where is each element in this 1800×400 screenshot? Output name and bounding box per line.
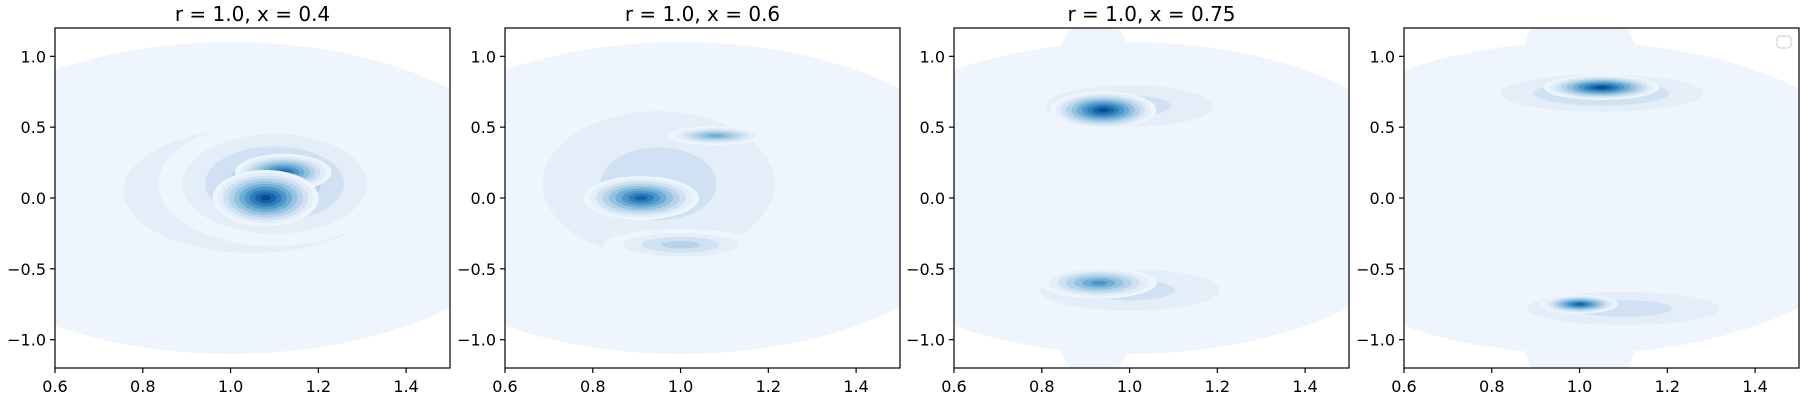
- x-tick-label: 1.2: [1655, 377, 1680, 396]
- y-tick-label: 0.0: [920, 189, 945, 208]
- contour-level-10: [1097, 108, 1109, 113]
- legend-box: [1776, 35, 1792, 49]
- x-tick-label: 1.0: [1117, 377, 1142, 396]
- density-peak: [1502, 28, 1657, 368]
- y-tick-label: 0.0: [1370, 189, 1395, 208]
- subplot-1: 0.6 0.8 1.0 1.2 1.4 1.0 0.5 0.0 −0.5 −1.0 r = 1.0,…: [7, 2, 451, 396]
- subplot-title: r = 1.0, x = 0.75: [1067, 2, 1235, 26]
- contour-level-9: [1575, 302, 1584, 306]
- y-tick-label: 1.0: [471, 47, 496, 66]
- x-tick-label: 1.0: [218, 377, 243, 396]
- y-tick-label: 0.0: [21, 189, 46, 208]
- y-tick-label: −1.0: [7, 331, 46, 350]
- contour-level-9: [634, 195, 648, 201]
- y-tick-label: 0.5: [920, 118, 945, 137]
- y-tick-label: 0.5: [1370, 118, 1395, 137]
- contour-level-10: [1595, 86, 1608, 89]
- subplot-2: 0.6 0.8 1.0 1.2 1.4 1.0 0.5 0.0 −0.5 −1.0 r = 1.0,…: [457, 2, 901, 396]
- y-tick-label: −0.5: [7, 260, 46, 279]
- x-tick-label: 0.6: [492, 377, 517, 396]
- subplot-4: 0.6 0.8 1.0 1.2 1.4 1.0 0.5 0.0 −0.5 −1.0: [1356, 27, 1800, 396]
- density-peak: [1540, 294, 1619, 314]
- y-tick-label: −0.5: [1356, 260, 1395, 279]
- contour-level-1: [1036, 28, 1153, 368]
- x-tick-label: 1.2: [756, 377, 781, 396]
- y-tick-label: 1.0: [21, 47, 46, 66]
- x-tick-label: 0.6: [42, 377, 67, 396]
- y-tick-label: 1.0: [920, 47, 945, 66]
- y-tick-label: 0.5: [21, 118, 46, 137]
- subplot-title: r = 1.0, x = 0.4: [175, 2, 330, 26]
- x-tick-label: 1.2: [1205, 377, 1230, 396]
- density-peak: [1478, 283, 1769, 334]
- y-tick-label: −1.0: [457, 331, 496, 350]
- y-tick-label: 1.0: [1370, 47, 1395, 66]
- density-peak: [603, 229, 758, 261]
- x-tick-label: 0.6: [1391, 377, 1416, 396]
- density-plot-area: [1404, 28, 1799, 368]
- x-tick-label: 0.8: [130, 377, 155, 396]
- contour-level-4: [661, 240, 700, 249]
- density-peak: [212, 169, 319, 227]
- density-peak: [1050, 91, 1157, 129]
- subplot-3: 0.6 0.8 1.0 1.2 1.4 1.0 0.5 0.0 −0.5 −1.0 r = 1.0,…: [906, 2, 1350, 396]
- density-peak: [1543, 75, 1660, 100]
- x-tick-label: 1.0: [1567, 377, 1592, 396]
- density-plot-area: [55, 28, 450, 368]
- y-tick-label: −0.5: [906, 260, 945, 279]
- density-peak: [1040, 267, 1157, 299]
- contour-level-1: [1502, 28, 1657, 368]
- y-tick-label: −0.5: [457, 260, 496, 279]
- contour-level-6: [707, 134, 724, 138]
- density-peak: [667, 126, 764, 146]
- y-tick-label: −1.0: [1356, 331, 1395, 350]
- x-tick-label: 1.4: [1292, 377, 1317, 396]
- x-tick-label: 1.4: [393, 377, 418, 396]
- x-tick-label: 0.8: [1029, 377, 1054, 396]
- density-peak: [1036, 28, 1153, 368]
- x-tick-label: 0.8: [580, 377, 605, 396]
- x-tick-label: 1.2: [306, 377, 331, 396]
- x-tick-label: 1.0: [668, 377, 693, 396]
- density-peak: [583, 176, 699, 220]
- x-tick-label: 0.8: [1479, 377, 1504, 396]
- x-tick-label: 0.6: [941, 377, 966, 396]
- density-plot-area: [954, 28, 1349, 368]
- density-plot-area: [505, 28, 900, 368]
- x-tick-label: 1.4: [843, 377, 868, 396]
- y-tick-label: −1.0: [906, 331, 945, 350]
- contour-level-10: [260, 195, 271, 201]
- x-tick-label: 1.4: [1742, 377, 1767, 396]
- contour-level-7: [1090, 280, 1108, 286]
- subplot-title: r = 1.0, x = 0.6: [625, 2, 780, 26]
- y-tick-label: 0.0: [471, 189, 496, 208]
- y-tick-label: 0.5: [471, 118, 496, 137]
